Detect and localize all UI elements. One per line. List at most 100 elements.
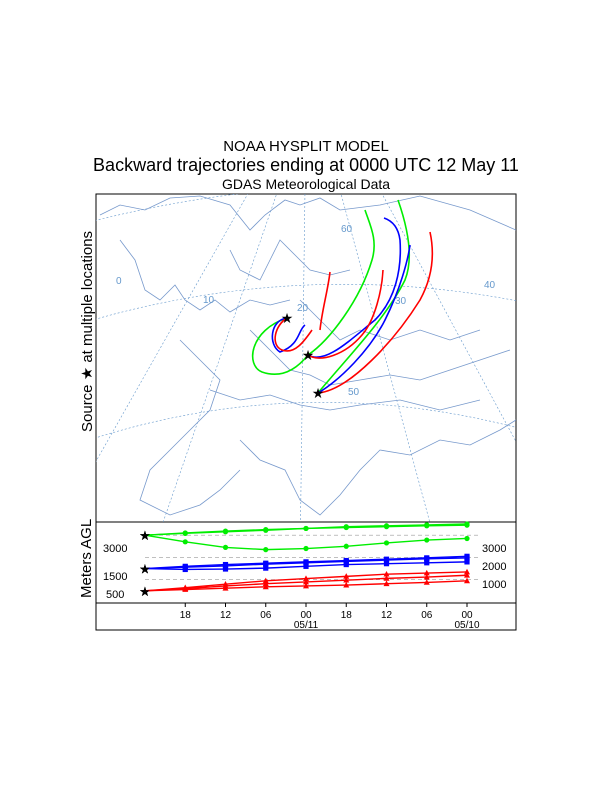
height-point-1-5: [343, 576, 350, 583]
height-point-6-7: [424, 537, 430, 543]
height-point-0-5: [343, 581, 350, 588]
x-tick-label-2: 06: [260, 610, 272, 621]
height-point-8-1: [182, 530, 188, 536]
height-axis-labels: 3000 1500 500 3000 2000 1000: [103, 543, 506, 601]
height-point-2-8: [464, 568, 470, 575]
grid-lon-0: [96, 194, 249, 462]
height-point-6-2: [222, 544, 229, 551]
height-point-3-2: [222, 566, 229, 572]
grid-label-0: 0: [116, 276, 122, 287]
height-point-8-4: [303, 525, 309, 532]
grid-lon-20: [300, 194, 306, 522]
map-coastlines: [99, 195, 516, 516]
chart-subtitle: GDAS Meteorological Data: [221, 176, 391, 192]
height-point-8-7: [424, 523, 430, 529]
height-point-2-4: [303, 575, 309, 581]
border-central: [249, 329, 511, 386]
height-point-6-3: [263, 547, 269, 553]
x-tick-label-6: 06: [421, 610, 433, 621]
height-point-3-4: [303, 563, 309, 569]
source-star-3: ★: [312, 385, 325, 401]
height-point-5-5: [343, 557, 349, 564]
x-tick-label-5: 12: [381, 610, 393, 621]
height-start-star-2: ★: [139, 584, 151, 599]
height-start-star-3: ★: [139, 562, 151, 577]
height-point-3-5: [343, 561, 349, 568]
height-start-star-5: ★: [139, 562, 151, 577]
height-point-3-3: [263, 565, 269, 571]
model-name: NOAA HYSPLIT MODEL: [223, 138, 389, 155]
height-point-2-5: [343, 573, 350, 579]
source-star-1: ★: [281, 310, 294, 326]
chart-title: Backward trajectories ending at 0000 UTC…: [93, 155, 519, 175]
grid-label-10: 10: [203, 295, 215, 306]
x-tick-label-7: 00: [461, 610, 473, 621]
height-point-3-8: [464, 559, 470, 565]
height-start-star-4: ★: [139, 562, 151, 577]
height-point-2-3: [262, 577, 269, 584]
coast-west: [139, 339, 241, 516]
grid-label-60: 60: [341, 224, 353, 235]
height-point-0-3: [262, 583, 269, 590]
x-tick-label-4: 18: [341, 610, 353, 621]
height-point-8-8: [464, 522, 470, 528]
height-start-star-1: ★: [139, 584, 151, 599]
height-plot: ★★★★★★★★★: [139, 521, 478, 599]
map-grid-labels: 0 10 20 30 40 50 60: [116, 224, 496, 398]
map-traj-blue-2: [307, 217, 402, 358]
height-point-6-5: [343, 543, 349, 549]
height-point-5-6: [383, 556, 390, 562]
height-point-3-6: [383, 561, 390, 567]
grid-lon-10: [162, 194, 277, 522]
source-star-2: ★: [302, 347, 315, 363]
map-traj-green-3: [317, 199, 411, 394]
left-tick-1500: 1500: [103, 571, 127, 583]
map-grid: [96, 194, 516, 522]
height-point-6-1: [182, 539, 188, 545]
height-point-6-8: [464, 535, 470, 542]
x-tick-label-0: 18: [180, 610, 192, 621]
height-point-1-6: [383, 575, 390, 581]
map-traj-blue-3: [317, 244, 411, 394]
height-point-8-3: [263, 526, 269, 533]
height-point-5-3: [263, 560, 269, 566]
height-point-2-2: [222, 580, 229, 587]
map-trajectories: [252, 199, 434, 394]
x-tick-label-3: 00: [300, 610, 312, 621]
height-point-0-8: [464, 577, 470, 584]
height-point-0-7: [423, 579, 430, 585]
right-tick-1000: 1000: [482, 579, 506, 591]
right-tick-3000: 3000: [482, 543, 506, 555]
x-date-label-1: 05/10: [454, 620, 479, 631]
coast-south: [239, 419, 516, 516]
height-frame: [95, 521, 517, 631]
height-point-8-2: [222, 528, 229, 534]
map-traj-red-3: [317, 231, 434, 394]
height-point-1-4: [303, 578, 309, 585]
height-point-6-6: [383, 540, 390, 546]
left-tick-3000: 3000: [103, 543, 127, 555]
height-point-1-3: [262, 580, 269, 587]
x-date-label-0: 05/11: [294, 620, 319, 631]
height-point-8-6: [383, 524, 390, 530]
height-point-1-8: [464, 572, 470, 578]
height-start-star-0: ★: [139, 584, 151, 599]
height-point-3-7: [424, 560, 430, 566]
height-point-5-2: [222, 561, 229, 568]
map-source-stars: ★ ★ ★: [281, 310, 325, 401]
height-point-5-8: [464, 553, 470, 559]
coast-north: [99, 195, 516, 231]
height-point-8-5: [343, 524, 349, 531]
height-point-2-7: [423, 569, 430, 576]
map-traj-red-4: [319, 271, 331, 331]
border-south-central: [209, 389, 481, 411]
coast-baltic: [229, 239, 351, 281]
grid-lat-60: [96, 283, 516, 320]
coast-uk-northsea: [119, 239, 291, 313]
height-point-2-6: [383, 570, 390, 577]
grid-label-40: 40: [484, 280, 496, 291]
height-point-1-7: [423, 573, 430, 580]
map-traj-green-1: [252, 317, 309, 375]
x-tick-label-1: 12: [220, 610, 232, 621]
